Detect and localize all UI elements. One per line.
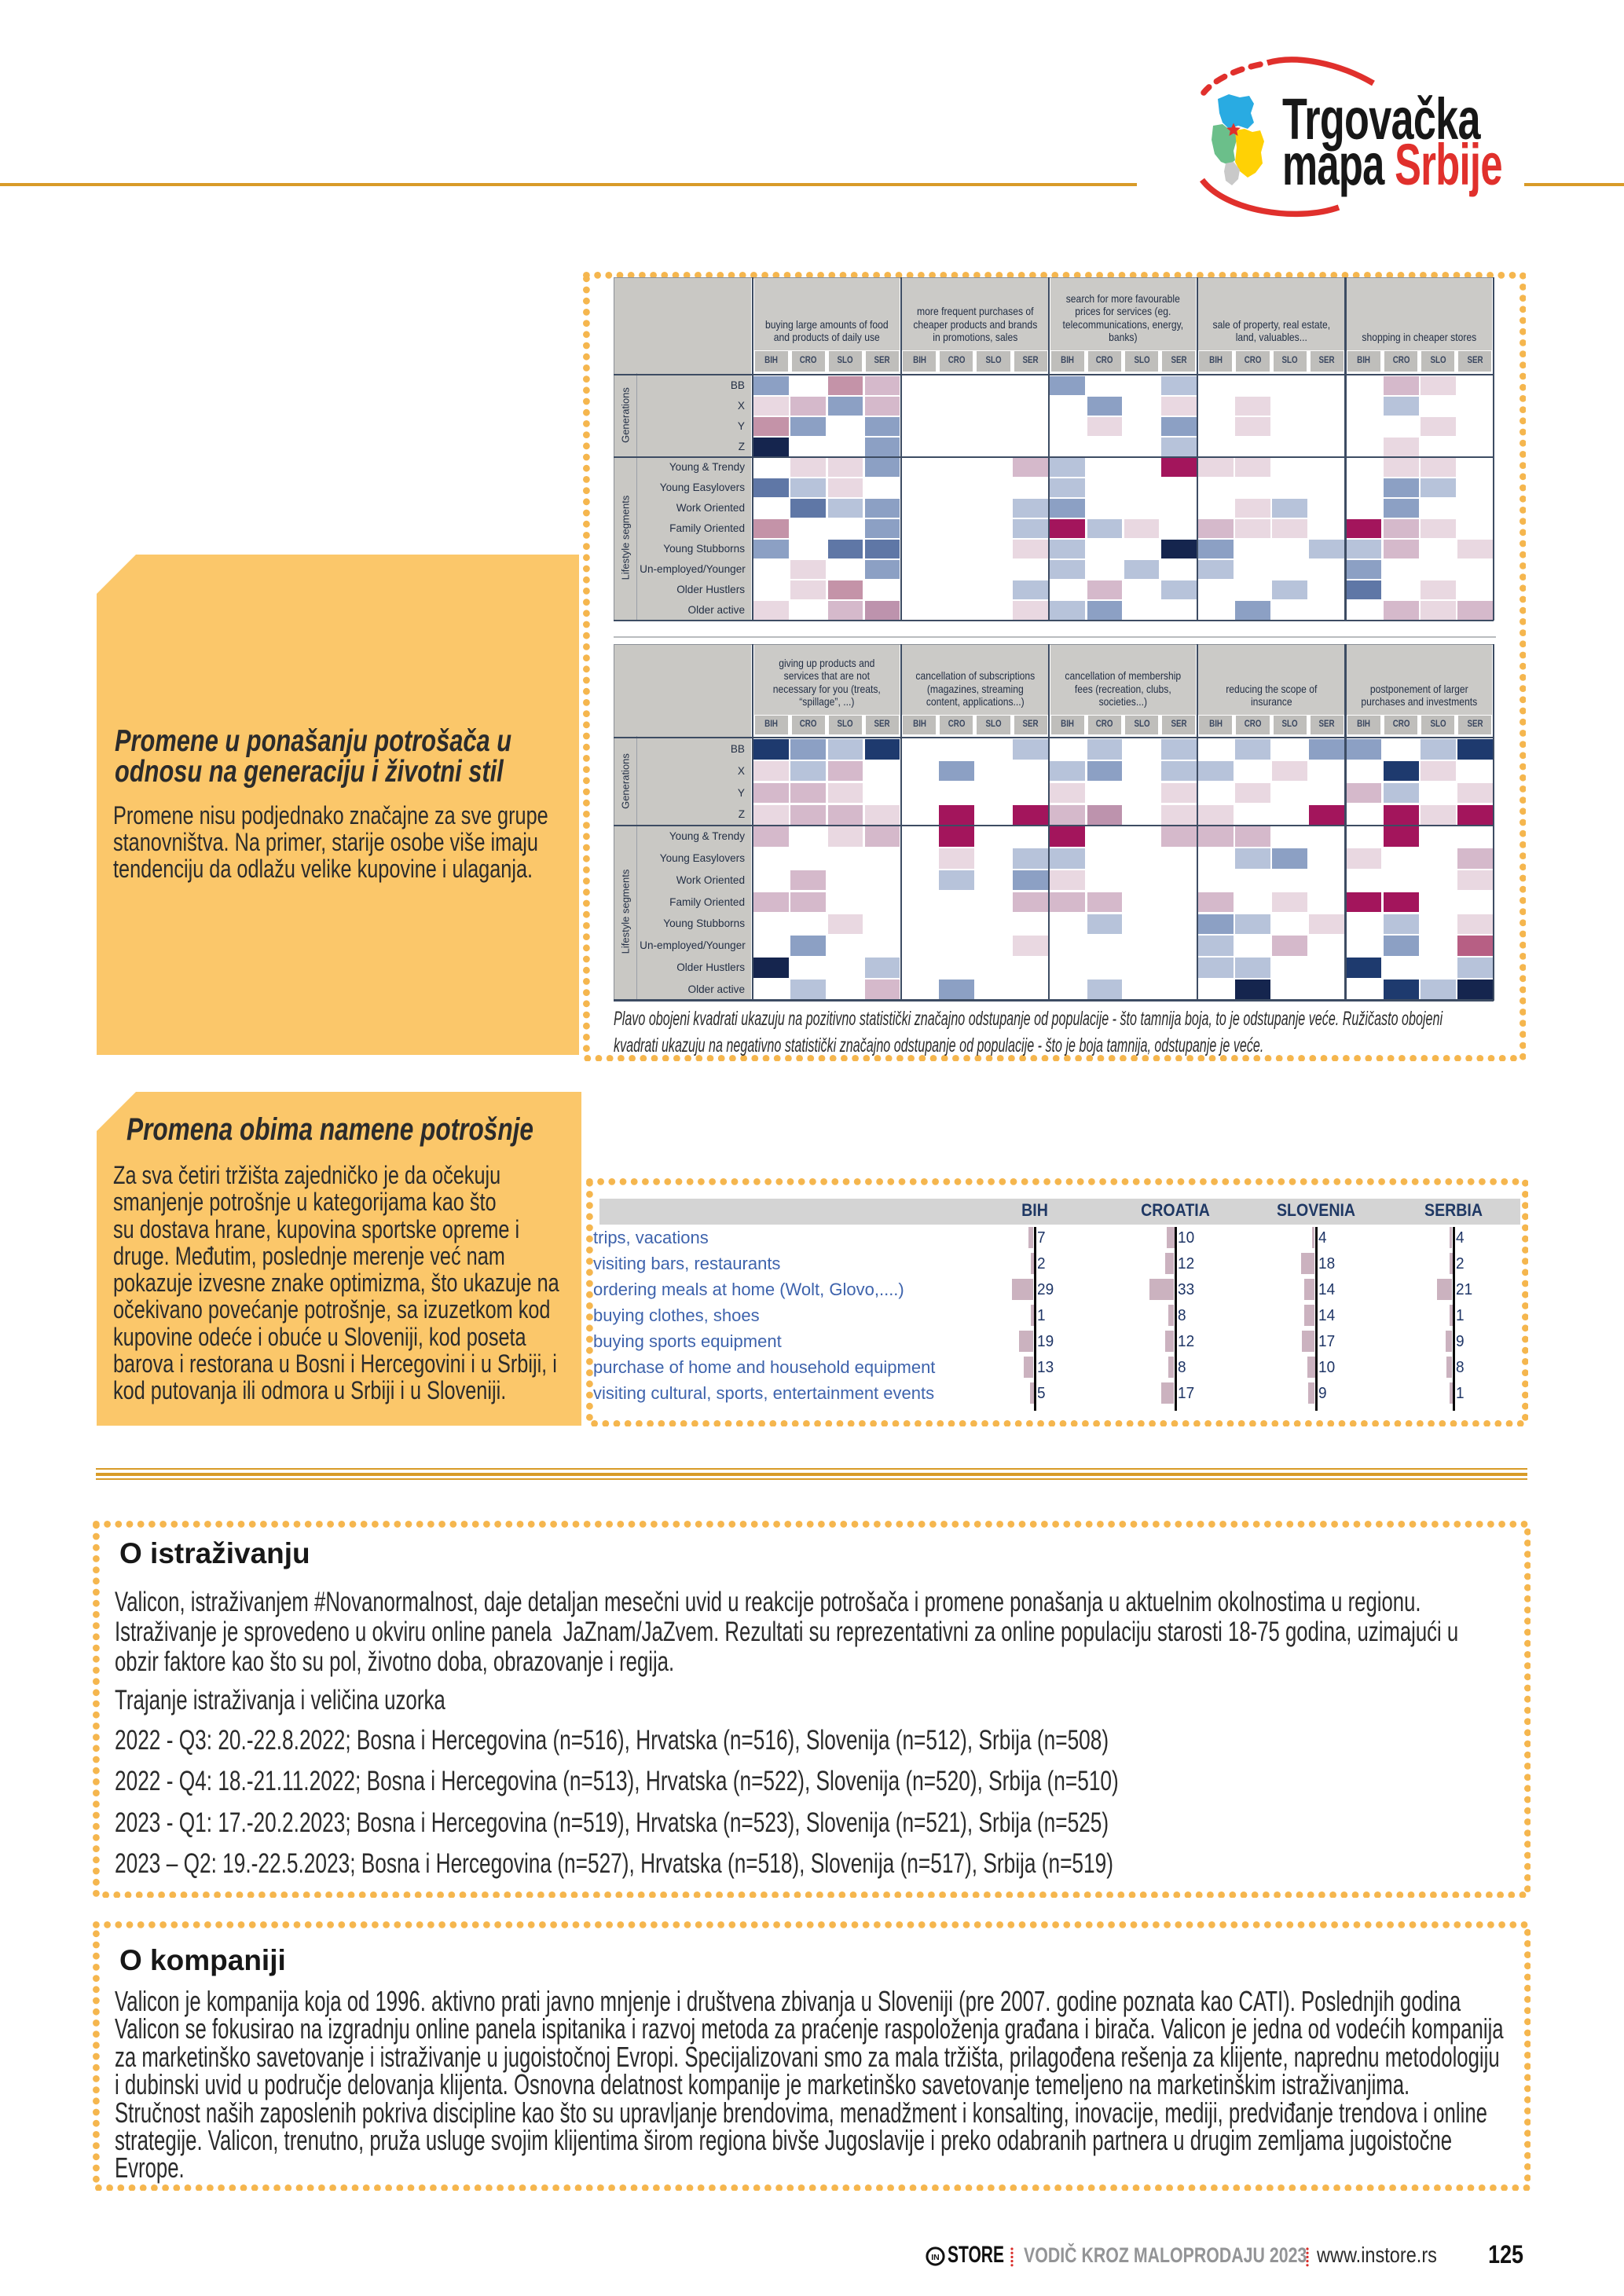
svg-text:IN: IN bbox=[931, 2253, 940, 2262]
